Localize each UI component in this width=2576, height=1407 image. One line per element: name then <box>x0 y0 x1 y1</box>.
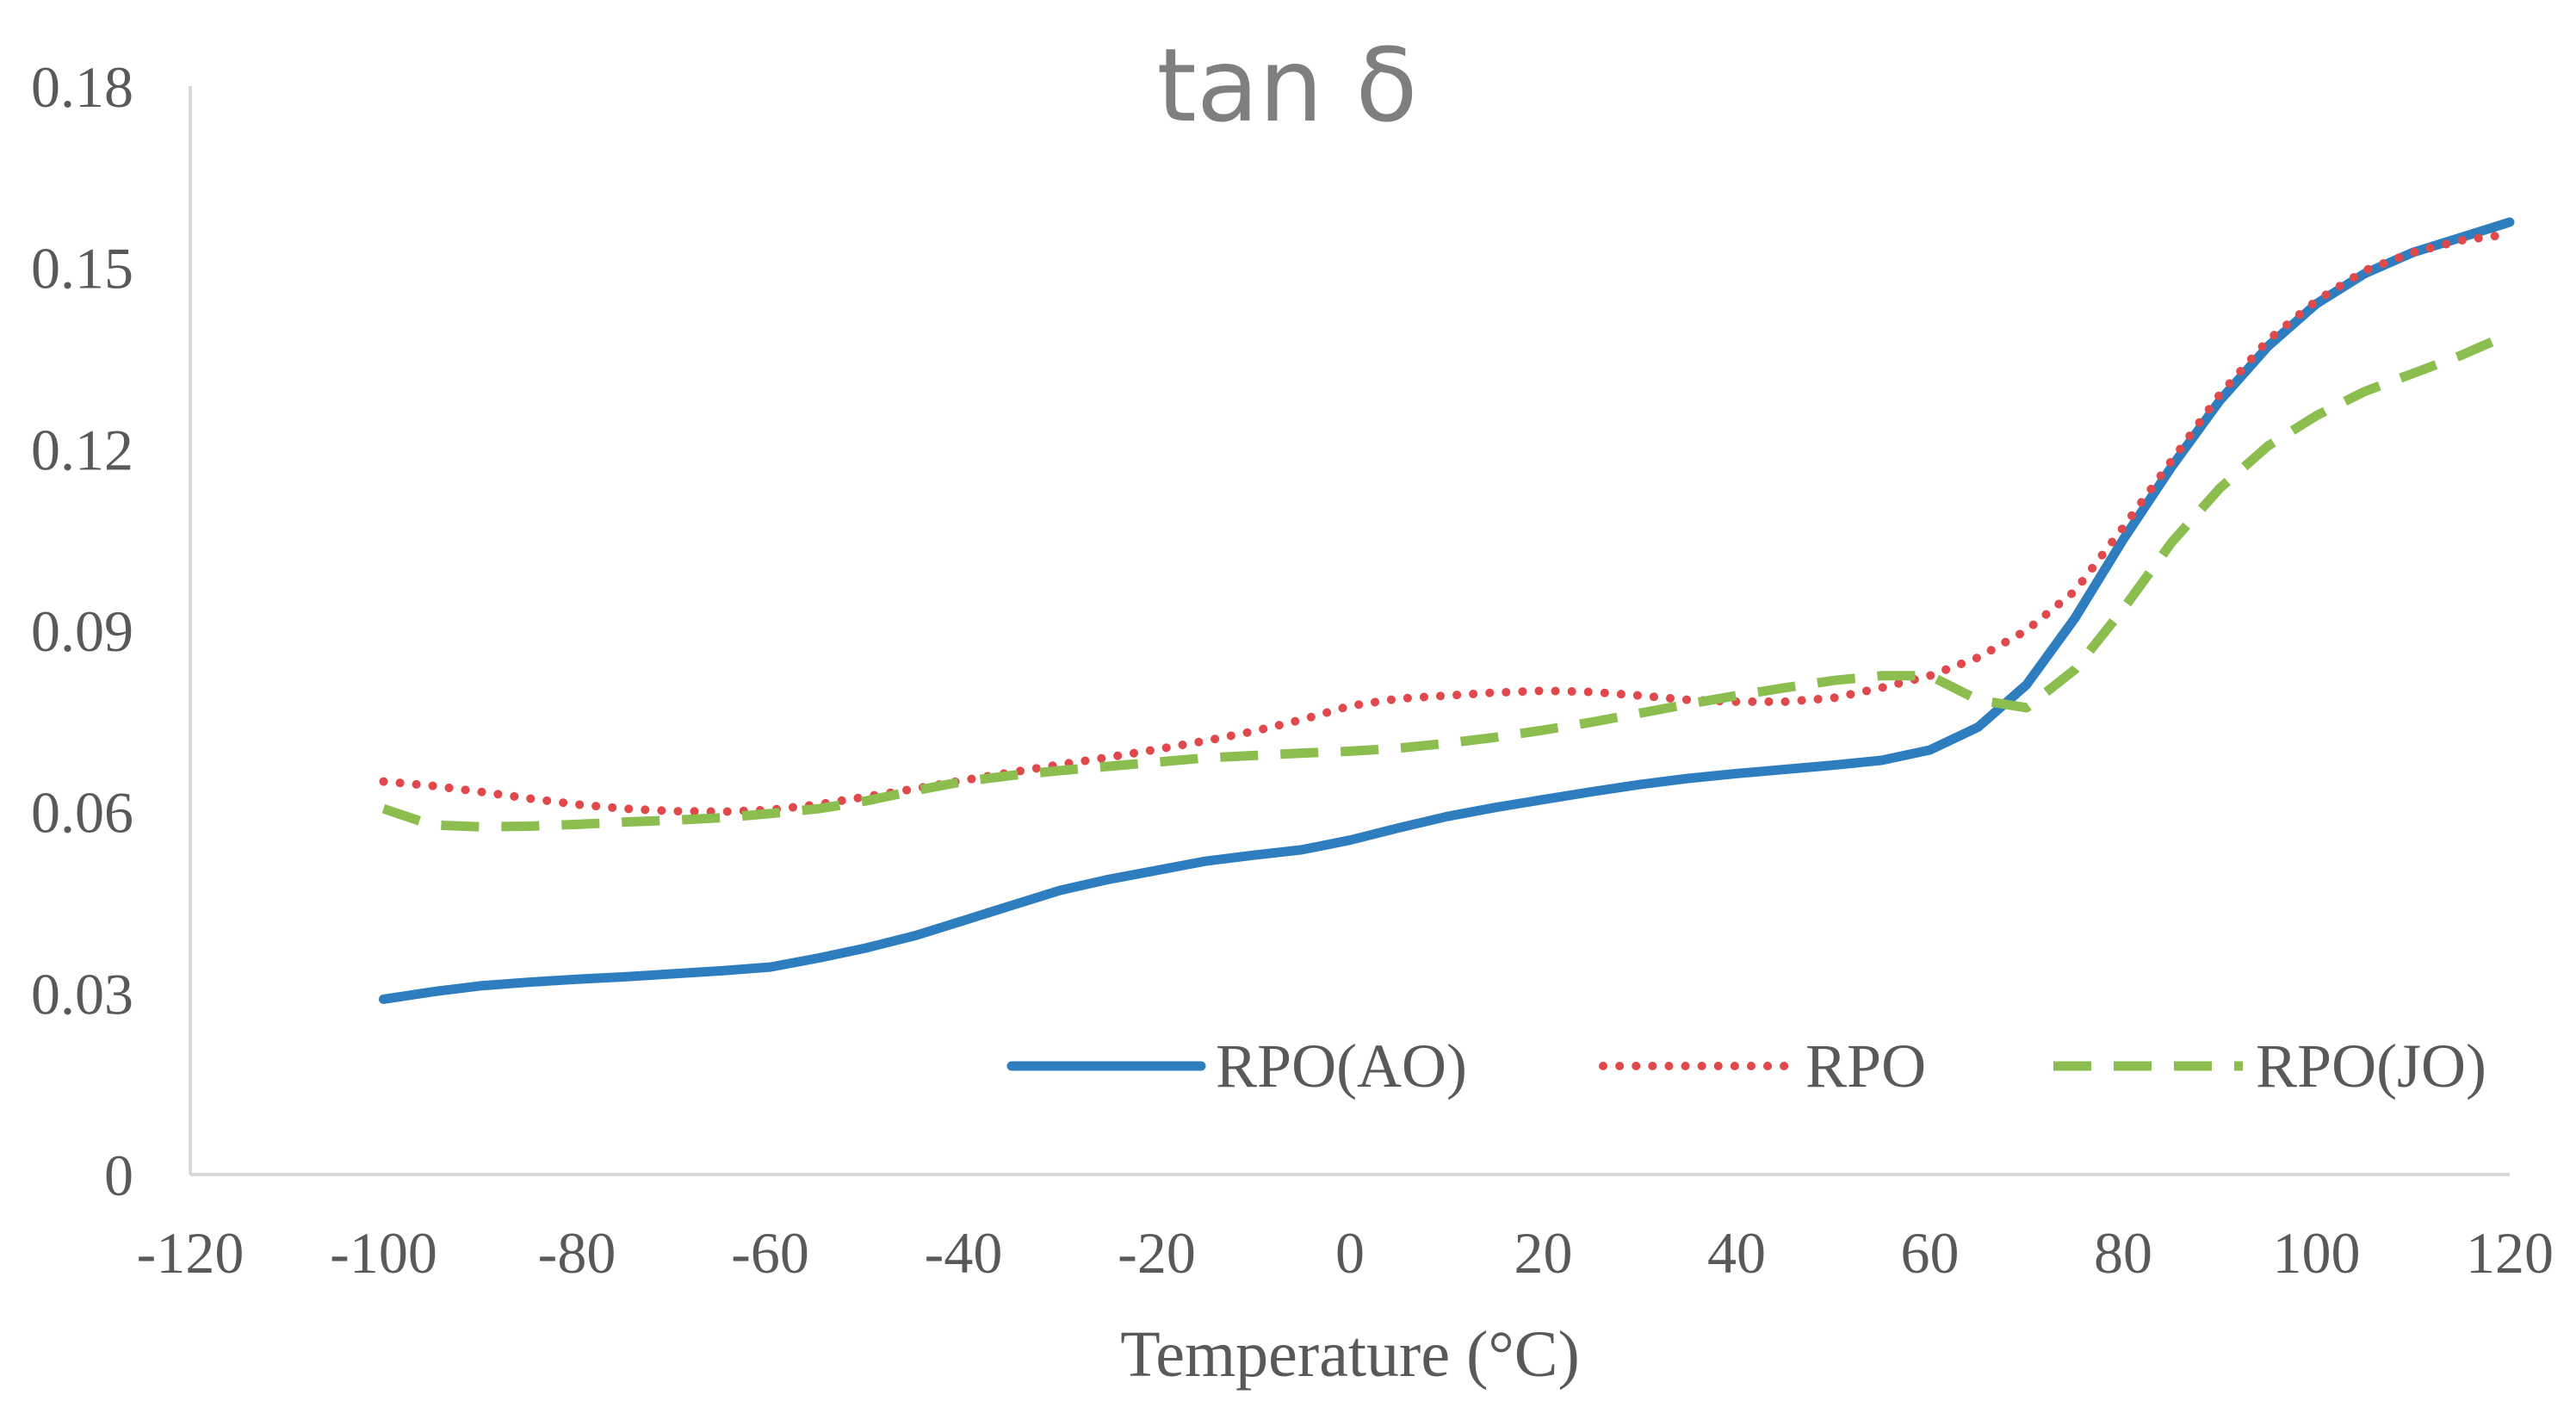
series-line-rpo <box>379 230 2514 816</box>
y-tick-label: 0.06 <box>31 780 133 846</box>
chart-title: tan δ <box>1156 26 1417 145</box>
y-tick-labels: 0 0.03 0.06 0.09 0.12 0.15 0.18 <box>31 54 133 1208</box>
x-axis-label: Temperature (°C) <box>1120 1318 1580 1391</box>
x-tick-labels: -120 -100 -80 -60 -40 -20 0 20 40 60 80 100 120 <box>137 1220 2554 1286</box>
y-tick-label: 0.03 <box>31 961 133 1026</box>
x-tick-label: -100 <box>330 1220 437 1286</box>
x-tick-label: 100 <box>2273 1220 2361 1286</box>
x-tick-label: -120 <box>137 1220 245 1286</box>
x-tick-label: 120 <box>2466 1220 2554 1286</box>
x-tick-label: 80 <box>2094 1220 2152 1286</box>
x-tick-label: -20 <box>1118 1220 1196 1286</box>
y-tick-label: 0.15 <box>31 236 133 301</box>
chart-legend: RPO(AO) RPO RPO(JO) <box>1006 1032 2486 1100</box>
x-tick-label: 40 <box>1707 1220 1766 1286</box>
legend-label: RPO <box>1805 1032 1926 1100</box>
x-tick-label: -60 <box>731 1220 809 1286</box>
legend-label: RPO(AO) <box>1216 1032 1467 1100</box>
x-tick-label: -40 <box>925 1220 1003 1286</box>
x-tick-label: 60 <box>1901 1220 1960 1286</box>
y-tick-label: 0 <box>104 1143 133 1208</box>
x-tick-label: 0 <box>1335 1220 1365 1286</box>
chart-series <box>379 217 2515 1004</box>
y-tick-label: 0.09 <box>31 598 133 664</box>
x-tick-label: 20 <box>1514 1220 1573 1286</box>
series-line-rpo-jo <box>381 329 2512 832</box>
series-line-rpo-ao <box>379 217 2515 1004</box>
y-tick-label: 0.12 <box>31 417 133 482</box>
x-tick-label: -80 <box>538 1220 616 1286</box>
legend-label: RPO(JO) <box>2256 1032 2486 1100</box>
y-tick-label: 0.18 <box>31 54 133 120</box>
chart-axes <box>189 86 2510 1176</box>
